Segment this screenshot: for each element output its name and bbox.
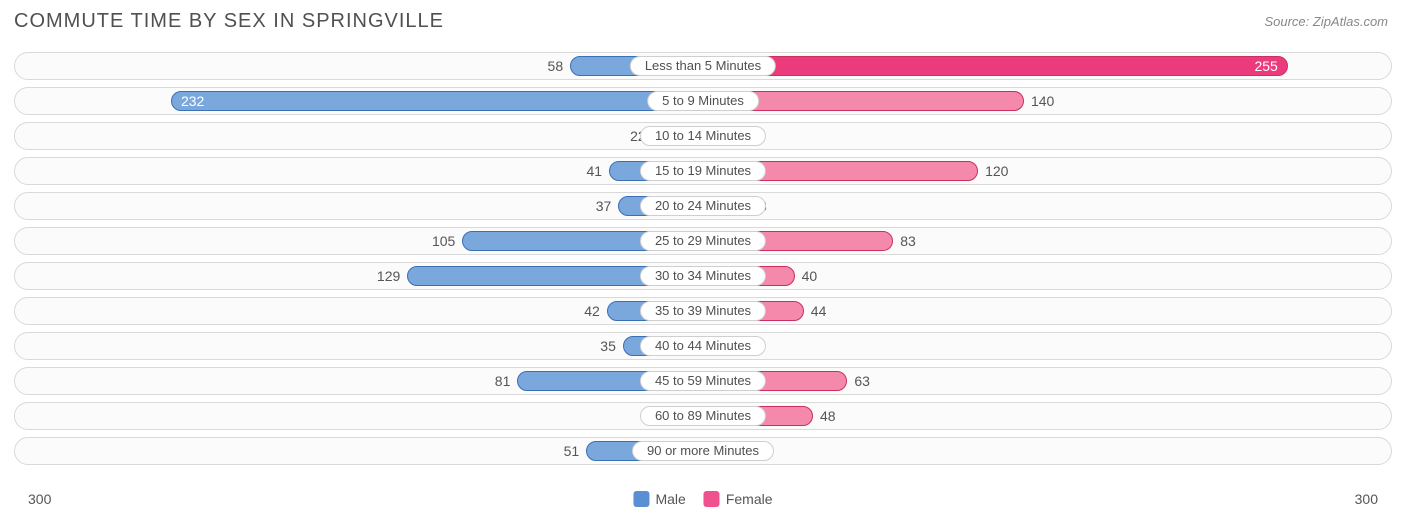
male-half: 42 bbox=[15, 298, 703, 324]
female-half: 120 bbox=[703, 158, 1391, 184]
female-half: 44 bbox=[703, 298, 1391, 324]
female-value-label: 140 bbox=[1031, 88, 1054, 114]
chart-row: 37 1820 to 24 Minutes bbox=[14, 192, 1392, 220]
legend-item: Female bbox=[704, 491, 773, 507]
category-pill: 20 to 24 Minutes bbox=[640, 196, 766, 216]
male-half: 22 bbox=[15, 123, 703, 149]
chart-row: 81 63 45 to 59 Minutes bbox=[14, 367, 1392, 395]
category-pill: 30 to 34 Minutes bbox=[640, 266, 766, 286]
male-half: 35 bbox=[15, 333, 703, 359]
legend-item: Male bbox=[633, 491, 685, 507]
chart-row: 221110 to 14 Minutes bbox=[14, 122, 1392, 150]
male-half: 81 bbox=[15, 368, 703, 394]
female-half: 40 bbox=[703, 263, 1391, 289]
category-pill: 25 to 29 Minutes bbox=[640, 231, 766, 251]
male-value-label: 232 bbox=[171, 88, 703, 114]
female-value-label: 48 bbox=[820, 403, 836, 429]
category-pill: 15 to 19 Minutes bbox=[640, 161, 766, 181]
male-half: 129 bbox=[15, 263, 703, 289]
category-pill: Less than 5 Minutes bbox=[630, 56, 776, 76]
female-half: 11 bbox=[703, 123, 1391, 149]
male-value-label: 129 bbox=[377, 263, 400, 289]
chart-row: 13 48 60 to 89 Minutes bbox=[14, 402, 1392, 430]
male-value-label: 41 bbox=[587, 158, 603, 184]
category-pill: 60 to 89 Minutes bbox=[640, 406, 766, 426]
male-value-label: 51 bbox=[564, 438, 580, 464]
category-pill: 45 to 59 Minutes bbox=[640, 371, 766, 391]
male-half: 105 bbox=[15, 228, 703, 254]
female-half: 0 bbox=[703, 438, 1391, 464]
female-half: 18 bbox=[703, 193, 1391, 219]
female-value-label: 40 bbox=[802, 263, 818, 289]
category-pill: 40 to 44 Minutes bbox=[640, 336, 766, 356]
category-pill: 90 or more Minutes bbox=[632, 441, 774, 461]
female-half: 48 bbox=[703, 403, 1391, 429]
female-value-label: 120 bbox=[985, 158, 1008, 184]
chart-container: COMMUTE TIME BY SEX IN SPRINGVILLE Sourc… bbox=[0, 0, 1406, 523]
legend-swatch bbox=[704, 491, 720, 507]
female-half: 83 bbox=[703, 228, 1391, 254]
chart-footer: 300 Male Female 300 bbox=[14, 491, 1392, 513]
male-value-label: 81 bbox=[495, 368, 511, 394]
category-pill: 35 to 39 Minutes bbox=[640, 301, 766, 321]
chart-row: 35 040 to 44 Minutes bbox=[14, 332, 1392, 360]
female-half: 140 bbox=[703, 88, 1391, 114]
male-value-label: 105 bbox=[432, 228, 455, 254]
chart-row: 129 40 30 to 34 Minutes bbox=[14, 262, 1392, 290]
male-value-label: 42 bbox=[584, 298, 600, 324]
male-half: 37 bbox=[15, 193, 703, 219]
chart-title: COMMUTE TIME BY SEX IN SPRINGVILLE bbox=[14, 10, 444, 33]
legend-label: Male bbox=[655, 491, 685, 507]
chart-row: 42 44 35 to 39 Minutes bbox=[14, 297, 1392, 325]
legend-swatch bbox=[633, 491, 649, 507]
male-value-label: 58 bbox=[548, 53, 564, 79]
female-half: 255 bbox=[703, 53, 1391, 79]
chart-row: 41 120 15 to 19 Minutes bbox=[14, 157, 1392, 185]
legend: Male Female bbox=[633, 491, 772, 507]
male-half: 232 bbox=[15, 88, 703, 114]
chart-row: 51 090 or more Minutes bbox=[14, 437, 1392, 465]
legend-label: Female bbox=[726, 491, 773, 507]
female-value-label: 255 bbox=[703, 53, 1288, 79]
female-half: 63 bbox=[703, 368, 1391, 394]
chart-area: 58 255Less than 5 Minutes 232 140 5 to 9 Min… bbox=[14, 52, 1392, 487]
axis-label-left: 300 bbox=[28, 491, 51, 507]
category-pill: 10 to 14 Minutes bbox=[640, 126, 766, 146]
chart-row: 58 255Less than 5 Minutes bbox=[14, 52, 1392, 80]
category-pill: 5 to 9 Minutes bbox=[647, 91, 759, 111]
male-value-label: 35 bbox=[600, 333, 616, 359]
male-half: 51 bbox=[15, 438, 703, 464]
male-value-label: 37 bbox=[596, 193, 612, 219]
male-half: 13 bbox=[15, 403, 703, 429]
female-value-label: 83 bbox=[900, 228, 916, 254]
chart-row: 232 140 5 to 9 Minutes bbox=[14, 87, 1392, 115]
male-half: 41 bbox=[15, 158, 703, 184]
male-half: 58 bbox=[15, 53, 703, 79]
female-value-label: 63 bbox=[854, 368, 870, 394]
chart-row: 105 83 25 to 29 Minutes bbox=[14, 227, 1392, 255]
female-half: 0 bbox=[703, 333, 1391, 359]
female-value-label: 44 bbox=[811, 298, 827, 324]
source-attribution: Source: ZipAtlas.com bbox=[1264, 14, 1388, 29]
axis-label-right: 300 bbox=[1355, 491, 1378, 507]
